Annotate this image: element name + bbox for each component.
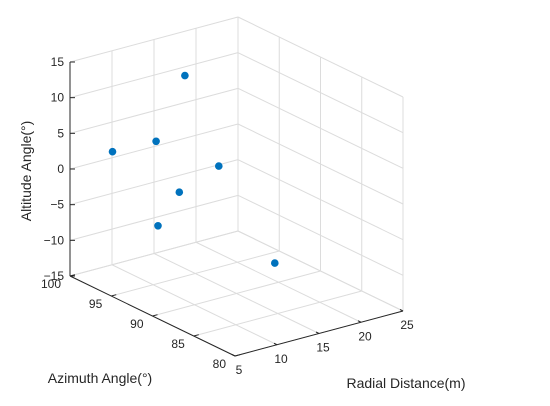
- right-wall-gridline-z: [237, 87, 404, 169]
- y-axis-label: Azimuth Angle(°): [48, 370, 152, 386]
- x-tick: [273, 342, 278, 346]
- z-tick-label: −5: [50, 198, 64, 212]
- right-wall-gridline-z: [237, 16, 404, 98]
- z-tick-label: 5: [57, 126, 64, 140]
- data-point: [154, 222, 162, 230]
- x-axis-label: Radial Distance(m): [346, 375, 465, 391]
- z-tick-label: 15: [51, 55, 65, 69]
- data-point: [175, 188, 184, 196]
- right-wall-gridline-z: [237, 123, 404, 205]
- y-tick-label: 85: [171, 337, 185, 351]
- x-tick-label: 15: [316, 341, 330, 355]
- z-tick-label: 0: [57, 162, 64, 176]
- x-tick-label: 5: [236, 363, 243, 377]
- floor-gridline-y: [111, 250, 280, 297]
- y-tick: [152, 314, 158, 317]
- x-tick-label: 10: [274, 352, 288, 366]
- y-tick-label: 90: [130, 317, 144, 331]
- data-point: [108, 147, 117, 156]
- x-tick-label: 20: [358, 329, 372, 343]
- back-wall-gridline-z: [69, 123, 239, 170]
- back-wall-gridline-z: [69, 230, 239, 277]
- right-wall-gridline-z: [237, 52, 404, 134]
- y-tick-label: 100: [41, 277, 61, 291]
- right-wall-gridline-z: [237, 159, 404, 241]
- x-tick: [231, 354, 236, 357]
- floor-gridline-y: [152, 270, 321, 317]
- data-points: [108, 71, 279, 267]
- data-point: [152, 137, 160, 146]
- floor-gridline-y: [193, 290, 362, 337]
- back-wall-gridline-z: [69, 194, 239, 241]
- back-wall-gridline-z: [69, 159, 239, 206]
- z-tick-label: 10: [51, 91, 65, 105]
- back-wall-gridline-z: [69, 16, 239, 63]
- y-tick: [234, 354, 241, 357]
- y-tick: [193, 334, 199, 337]
- back-wall-gridline-z: [69, 87, 239, 134]
- z-tick-label: −15: [44, 269, 65, 283]
- z-tick-label: −10: [44, 233, 65, 247]
- ticks: −15 −10 −5 0 5 10 15 80 85 90 95 100 5 10 15 20 25: [41, 55, 414, 377]
- y-tick: [69, 274, 76, 277]
- back-wall-gridline-z: [69, 52, 239, 99]
- axes: [69, 62, 404, 357]
- x-tick: [357, 320, 362, 323]
- y-tick-label: 80: [213, 357, 227, 371]
- grid: [69, 16, 404, 357]
- data-point: [271, 259, 279, 267]
- y-tick-label: 95: [89, 297, 103, 311]
- x-tick: [399, 309, 404, 312]
- x-tick: [315, 331, 320, 334]
- x-tick-label: 25: [400, 318, 414, 332]
- data-point: [181, 71, 189, 80]
- z-axis-label: Altitude Angle(°): [18, 121, 34, 222]
- right-wall-gridline-z: [237, 230, 404, 312]
- y-tick: [111, 294, 117, 297]
- right-wall-gridline-z: [237, 194, 404, 276]
- data-point: [215, 162, 223, 170]
